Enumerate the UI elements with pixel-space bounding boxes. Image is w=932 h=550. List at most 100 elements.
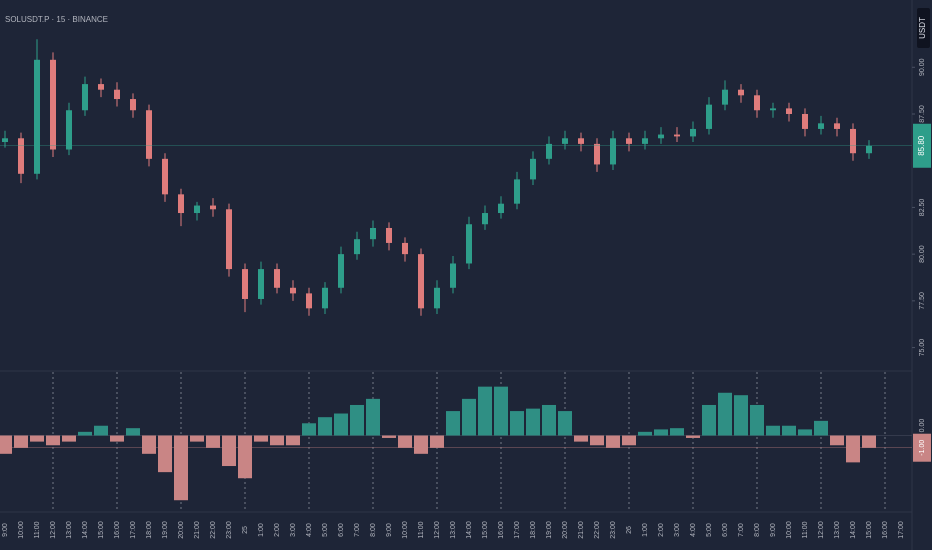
histogram-bar: [510, 411, 524, 436]
histogram-bar: [30, 435, 44, 442]
x-tick-label: 3:00: [290, 523, 297, 537]
candle-body: [770, 108, 776, 111]
histogram-bar: [750, 404, 764, 436]
histogram-bar: [462, 398, 476, 436]
histogram-bar: [318, 417, 332, 436]
histogram-bar: [734, 395, 748, 436]
x-tick-label: 18:00: [146, 521, 153, 539]
x-tick-label: 18:00: [530, 521, 537, 539]
candle-body: [178, 194, 184, 214]
histogram-bar: [382, 435, 396, 438]
x-tick-label: 7:00: [738, 523, 745, 537]
histogram-bar: [398, 435, 412, 448]
histogram-bar: [286, 435, 300, 446]
candle-body: [210, 205, 216, 210]
x-tick-label: 2:00: [274, 523, 281, 537]
candle-body: [834, 123, 840, 129]
candle-body: [258, 269, 264, 299]
x-tick-label: 20:00: [562, 521, 569, 539]
histogram-bar: [46, 435, 60, 446]
candle-body: [514, 179, 520, 204]
x-tick-label: 3:00: [674, 523, 681, 537]
histogram-bar: [254, 435, 268, 442]
x-tick-label: 23:00: [226, 521, 233, 539]
candle-body: [482, 213, 488, 225]
x-tick-label: 15:00: [866, 521, 873, 539]
candle-body: [594, 143, 600, 165]
candle-body: [802, 113, 808, 129]
candle-body: [610, 138, 616, 165]
x-tick-label: 16:00: [498, 521, 505, 539]
x-tick-label: 14:00: [850, 521, 857, 539]
candle-body: [82, 84, 88, 111]
candle-body: [786, 108, 792, 114]
y-tick-label: 87.50: [919, 105, 926, 123]
candle-body: [642, 138, 648, 144]
x-tick-label: 9:00: [2, 523, 9, 537]
x-tick-label: 12:00: [50, 521, 57, 539]
x-tick-label: 1:00: [258, 523, 265, 537]
x-tick-label: 13:00: [450, 521, 457, 539]
x-tick-label: 6:00: [338, 523, 345, 537]
histogram-bar: [814, 420, 828, 436]
candle-body: [274, 269, 280, 288]
y-tick-label: 75.00: [919, 339, 926, 357]
unit-badge-text: USDT: [918, 17, 927, 39]
candle-body: [2, 138, 8, 143]
candle-body: [418, 254, 424, 309]
candle-body: [50, 59, 56, 150]
histogram-bar: [718, 392, 732, 436]
histogram-bar: [862, 435, 876, 448]
histogram-bar: [830, 435, 844, 446]
y-tick-label: 77.50: [919, 292, 926, 310]
candle-body: [66, 110, 72, 150]
x-tick-label: 5:00: [322, 523, 329, 537]
histogram-bar: [62, 435, 76, 442]
candle-body: [338, 254, 344, 288]
y-tick-label: 80.00: [919, 245, 926, 263]
histogram-bar: [78, 431, 92, 436]
histogram-bar: [142, 435, 156, 454]
x-tick-label: 17:00: [514, 521, 521, 539]
x-tick-label: 9:00: [386, 523, 393, 537]
x-tick-label: 7:00: [354, 523, 361, 537]
x-tick-label: 16:00: [114, 521, 121, 539]
y-tick-label: 90.00: [919, 58, 926, 76]
histogram-bar: [430, 435, 444, 448]
candle-body: [146, 110, 152, 159]
candle-body: [674, 134, 680, 137]
x-tick-label: 9:00: [770, 523, 777, 537]
candle-body: [866, 145, 872, 154]
x-tick-label: 26: [626, 526, 633, 534]
candle-body: [546, 143, 552, 159]
histogram-bar: [14, 435, 28, 448]
histogram-bar: [702, 404, 716, 436]
x-tick-label: 19:00: [546, 521, 553, 539]
histogram-bar: [158, 435, 172, 473]
candle-body: [738, 89, 744, 96]
histogram-bar: [414, 435, 428, 454]
histogram-bar: [0, 435, 12, 454]
candle-body: [706, 104, 712, 129]
x-tick-label: 8:00: [370, 523, 377, 537]
histogram-bar: [270, 435, 284, 446]
histogram-bar: [558, 411, 572, 436]
x-tick-label: 12:00: [818, 521, 825, 539]
x-tick-label: 12:00: [434, 521, 441, 539]
candle-body: [754, 95, 760, 111]
histogram-bar: [622, 435, 636, 446]
unit-badge[interactable]: [917, 8, 930, 48]
histogram-bar: [366, 398, 380, 436]
x-tick-label: 14:00: [466, 521, 473, 539]
histogram-bar: [494, 386, 508, 436]
candle-body: [722, 89, 728, 105]
candle-body: [322, 287, 328, 309]
x-tick-label: 17:00: [898, 521, 905, 539]
histogram-bar: [190, 435, 204, 442]
candle-body: [402, 242, 408, 255]
x-tick-label: 4:00: [690, 523, 697, 537]
candle-body: [130, 99, 136, 111]
histogram-bar: [606, 435, 620, 448]
